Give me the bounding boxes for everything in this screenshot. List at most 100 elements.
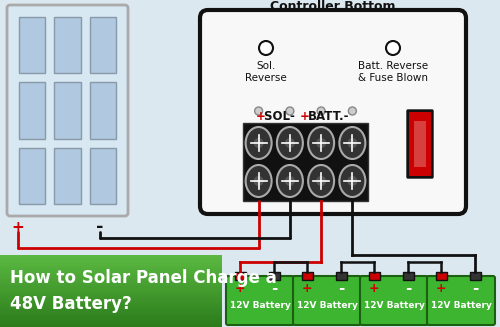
Bar bbox=[0, 265, 222, 267]
Text: How to Solar Panel Charge a: How to Solar Panel Charge a bbox=[10, 269, 277, 287]
Bar bbox=[402, 272, 413, 280]
Bar bbox=[0, 313, 222, 316]
Bar bbox=[0, 305, 222, 308]
Circle shape bbox=[285, 138, 295, 148]
Bar bbox=[0, 298, 222, 301]
Circle shape bbox=[386, 41, 400, 55]
Bar bbox=[368, 272, 380, 280]
FancyBboxPatch shape bbox=[226, 276, 294, 325]
Bar bbox=[0, 293, 222, 296]
Text: +: + bbox=[12, 219, 24, 234]
Bar bbox=[0, 260, 222, 263]
Text: +: + bbox=[234, 282, 246, 295]
Bar bbox=[19, 82, 46, 139]
Bar bbox=[0, 296, 222, 299]
Text: Sol.
Reverse: Sol. Reverse bbox=[245, 61, 287, 83]
Circle shape bbox=[285, 176, 295, 186]
Bar bbox=[90, 17, 116, 73]
Bar bbox=[54, 82, 80, 139]
Bar bbox=[0, 322, 222, 325]
Circle shape bbox=[316, 176, 326, 186]
Bar bbox=[0, 291, 222, 294]
Bar bbox=[436, 272, 446, 280]
Bar bbox=[0, 274, 222, 277]
Bar bbox=[470, 272, 480, 280]
FancyBboxPatch shape bbox=[407, 110, 433, 178]
Bar bbox=[0, 325, 222, 327]
Circle shape bbox=[259, 41, 273, 55]
FancyBboxPatch shape bbox=[200, 10, 466, 214]
Bar bbox=[0, 277, 222, 280]
Circle shape bbox=[348, 176, 358, 186]
FancyBboxPatch shape bbox=[360, 276, 428, 325]
Circle shape bbox=[348, 107, 356, 115]
Bar bbox=[54, 17, 80, 73]
Bar bbox=[0, 255, 222, 258]
Ellipse shape bbox=[277, 127, 303, 159]
Bar bbox=[54, 148, 80, 204]
FancyBboxPatch shape bbox=[293, 276, 361, 325]
Bar bbox=[243, 123, 368, 201]
Ellipse shape bbox=[308, 165, 334, 197]
Bar bbox=[336, 272, 346, 280]
Bar bbox=[234, 272, 246, 280]
Bar bbox=[0, 315, 222, 318]
Circle shape bbox=[254, 107, 262, 115]
Text: 12V Battery: 12V Battery bbox=[364, 301, 424, 310]
Text: Controller Bottom: Controller Bottom bbox=[270, 0, 396, 13]
Bar bbox=[0, 284, 222, 287]
Text: -: - bbox=[405, 281, 411, 296]
Bar bbox=[0, 286, 222, 289]
Bar bbox=[302, 272, 312, 280]
Bar bbox=[268, 272, 280, 280]
Bar bbox=[0, 267, 222, 270]
Bar bbox=[414, 121, 426, 167]
Circle shape bbox=[348, 138, 358, 148]
Text: Batt. Reverse
& Fuse Blown: Batt. Reverse & Fuse Blown bbox=[358, 61, 428, 83]
Text: +: + bbox=[302, 282, 312, 295]
Bar bbox=[0, 262, 222, 265]
Circle shape bbox=[254, 176, 264, 186]
Bar bbox=[0, 279, 222, 282]
Bar bbox=[19, 17, 46, 73]
Bar bbox=[0, 272, 222, 275]
Bar bbox=[0, 301, 222, 303]
Bar bbox=[0, 308, 222, 311]
Bar bbox=[90, 82, 116, 139]
Bar bbox=[0, 257, 222, 260]
Text: 12V Battery: 12V Battery bbox=[296, 301, 358, 310]
Text: -: - bbox=[472, 281, 478, 296]
Circle shape bbox=[316, 138, 326, 148]
Circle shape bbox=[286, 107, 294, 115]
Bar bbox=[0, 320, 222, 323]
Text: +: + bbox=[436, 282, 446, 295]
Text: -: - bbox=[338, 281, 344, 296]
Text: BATT.-: BATT.- bbox=[308, 110, 350, 123]
FancyBboxPatch shape bbox=[409, 112, 431, 176]
Text: SOL-: SOL- bbox=[264, 110, 303, 123]
Ellipse shape bbox=[340, 127, 365, 159]
Bar bbox=[19, 148, 46, 204]
Bar bbox=[0, 303, 222, 306]
Text: 12V Battery: 12V Battery bbox=[230, 301, 290, 310]
Text: +: + bbox=[368, 282, 380, 295]
Ellipse shape bbox=[308, 127, 334, 159]
Bar bbox=[0, 310, 222, 313]
Circle shape bbox=[317, 107, 325, 115]
Bar bbox=[0, 282, 222, 284]
Ellipse shape bbox=[340, 165, 365, 197]
Bar bbox=[0, 269, 222, 272]
Bar bbox=[90, 148, 116, 204]
Text: +: + bbox=[300, 110, 310, 123]
Text: -: - bbox=[96, 218, 104, 236]
Text: -: - bbox=[271, 281, 277, 296]
FancyBboxPatch shape bbox=[427, 276, 495, 325]
Bar bbox=[0, 289, 222, 291]
Bar bbox=[0, 318, 222, 320]
Text: 48V Battery?: 48V Battery? bbox=[10, 295, 132, 313]
Ellipse shape bbox=[246, 165, 272, 197]
Ellipse shape bbox=[246, 127, 272, 159]
Text: +: + bbox=[256, 110, 266, 123]
Circle shape bbox=[254, 138, 264, 148]
FancyBboxPatch shape bbox=[7, 5, 128, 216]
